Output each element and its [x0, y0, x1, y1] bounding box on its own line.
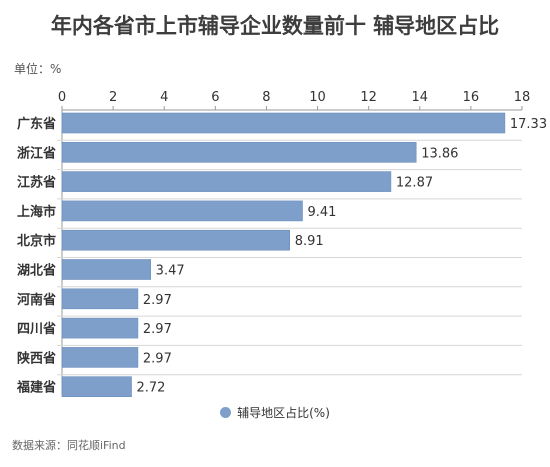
- bar-chart: 0 2 4 6 8 10 12 14 16 18 广东省浙江省江苏省上海市北京市湖北省河南省四川省…: [16, 90, 548, 398]
- x-tick-label: 10: [309, 90, 326, 105]
- x-tick-label: 0: [58, 90, 66, 105]
- data-label: 13.86: [421, 146, 458, 161]
- bar: [61, 347, 139, 368]
- value-labels: 17.33 13.86 12.87 9.41 8.91 3.47 2.97 2.97 2.97 2…: [137, 117, 548, 396]
- x-tick-label: 18: [514, 90, 531, 105]
- data-label: 3.47: [156, 264, 185, 279]
- x-tick-label: 12: [360, 90, 377, 105]
- y-tick-label: 河南省: [17, 292, 56, 308]
- y-tick-label: 四川省: [17, 321, 56, 337]
- data-label: 2.97: [143, 293, 172, 308]
- bars: [61, 112, 506, 398]
- bar: [61, 171, 392, 192]
- bar: [61, 200, 303, 222]
- x-axis-ticks: 0 2 4 6 8 10 12 14 16 18: [58, 90, 530, 110]
- unit-label: 单位：%: [14, 62, 62, 76]
- y-tick-label: 北京市: [17, 233, 56, 249]
- bar: [61, 259, 151, 280]
- bar: [61, 142, 417, 163]
- data-label: 2.72: [137, 381, 166, 396]
- x-tick-label: 4: [160, 90, 168, 105]
- y-tick-label: 江苏省: [17, 175, 56, 191]
- data-label: 17.33: [510, 117, 547, 132]
- y-tick-label: 广东省: [17, 116, 56, 132]
- y-tick-label: 湖北省: [17, 263, 56, 279]
- data-label: 2.97: [143, 351, 172, 366]
- x-tick-label: 8: [262, 90, 270, 105]
- x-tick-label: 16: [463, 90, 480, 105]
- data-label: 2.97: [143, 322, 172, 337]
- data-label: 12.87: [396, 176, 433, 191]
- legend-swatch: [220, 407, 232, 418]
- grid-lines: [57, 109, 522, 395]
- data-label: 8.91: [295, 234, 324, 249]
- y-tick-label: 上海市: [17, 204, 56, 220]
- y-tick-label: 陕西省: [17, 350, 56, 366]
- bar: [61, 317, 139, 339]
- bar: [61, 376, 132, 398]
- legend: 辅导地区占比(%): [0, 404, 550, 421]
- legend-label: 辅导地区占比(%): [237, 406, 330, 420]
- chart-title: 年内各省市上市辅导企业数量前十 辅导地区占比: [50, 14, 500, 38]
- y-tick-label: 浙江省: [17, 145, 56, 161]
- data-source: 数据来源：同花顺iFind: [12, 439, 126, 452]
- data-label: 9.41: [307, 205, 336, 220]
- y-tick-label: 福建省: [16, 380, 56, 396]
- bar: [61, 229, 290, 251]
- bar: [61, 288, 139, 310]
- bar: [61, 112, 506, 134]
- x-tick-label: 2: [109, 90, 117, 105]
- x-tick-label: 6: [211, 90, 219, 105]
- x-tick-label: 14: [412, 90, 429, 105]
